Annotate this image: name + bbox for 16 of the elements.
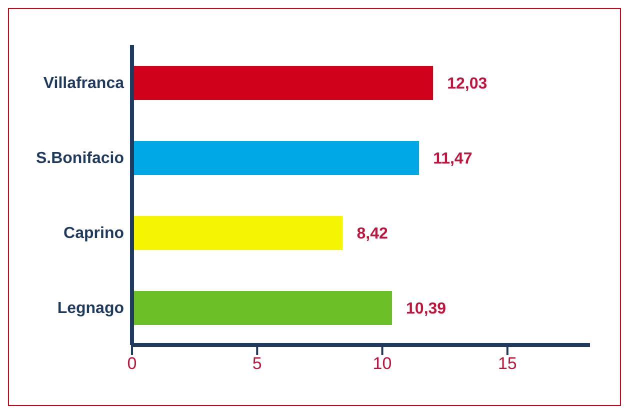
bar	[132, 66, 434, 100]
data-label: 11,47	[433, 150, 472, 168]
x-tick-label: 10	[372, 354, 392, 374]
y-tick-label: S.Bonifacio	[36, 150, 124, 168]
bar	[132, 216, 343, 250]
bar	[132, 141, 420, 175]
y-tick-label: Legnago	[57, 300, 124, 318]
bar	[132, 291, 392, 325]
x-tick-label: 15	[498, 354, 517, 374]
data-label: 12,03	[447, 76, 488, 93]
x-tick-label: 0	[127, 354, 137, 374]
y-tick-label: Villafranca	[43, 75, 124, 92]
y-tick-label: Caprino	[64, 225, 124, 242]
x-tick-label: 5	[252, 354, 262, 374]
data-label: 10,39	[406, 300, 446, 318]
data-label: 8,42	[356, 226, 388, 243]
